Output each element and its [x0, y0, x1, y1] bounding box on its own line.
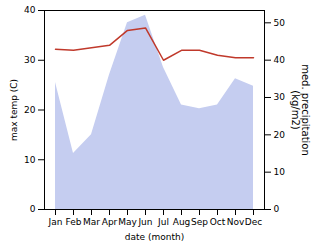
svg-text:50: 50	[274, 18, 286, 28]
svg-text:20: 20	[274, 130, 286, 140]
svg-text:30: 30	[274, 92, 286, 102]
svg-text:40: 40	[274, 55, 286, 65]
svg-text:Jul: Jul	[157, 217, 169, 227]
svg-text:0: 0	[274, 204, 280, 214]
svg-text:date (month): date (month)	[125, 232, 184, 242]
svg-text:Feb: Feb	[66, 217, 82, 227]
svg-text:10: 10	[24, 155, 36, 165]
svg-text:Jan: Jan	[48, 217, 63, 227]
svg-text:10: 10	[274, 167, 286, 177]
svg-text:max temp (C): max temp (C)	[9, 79, 19, 141]
svg-text:Sep: Sep	[191, 217, 208, 227]
svg-text:Mar: Mar	[83, 217, 100, 227]
svg-text:Jun: Jun	[137, 217, 152, 227]
svg-text:Dec: Dec	[245, 217, 262, 227]
svg-text:May: May	[118, 217, 137, 227]
svg-text:Aug: Aug	[173, 217, 191, 227]
svg-text:Apr: Apr	[102, 217, 118, 227]
svg-text:med. precipitation(kg/m2): med. precipitation(kg/m2)	[290, 64, 311, 156]
svg-text:40: 40	[24, 5, 36, 15]
svg-text:Nov: Nov	[227, 217, 245, 227]
svg-text:Oct: Oct	[210, 217, 226, 227]
svg-text:30: 30	[24, 55, 36, 65]
svg-text:0: 0	[30, 204, 36, 214]
svg-text:20: 20	[24, 105, 36, 115]
